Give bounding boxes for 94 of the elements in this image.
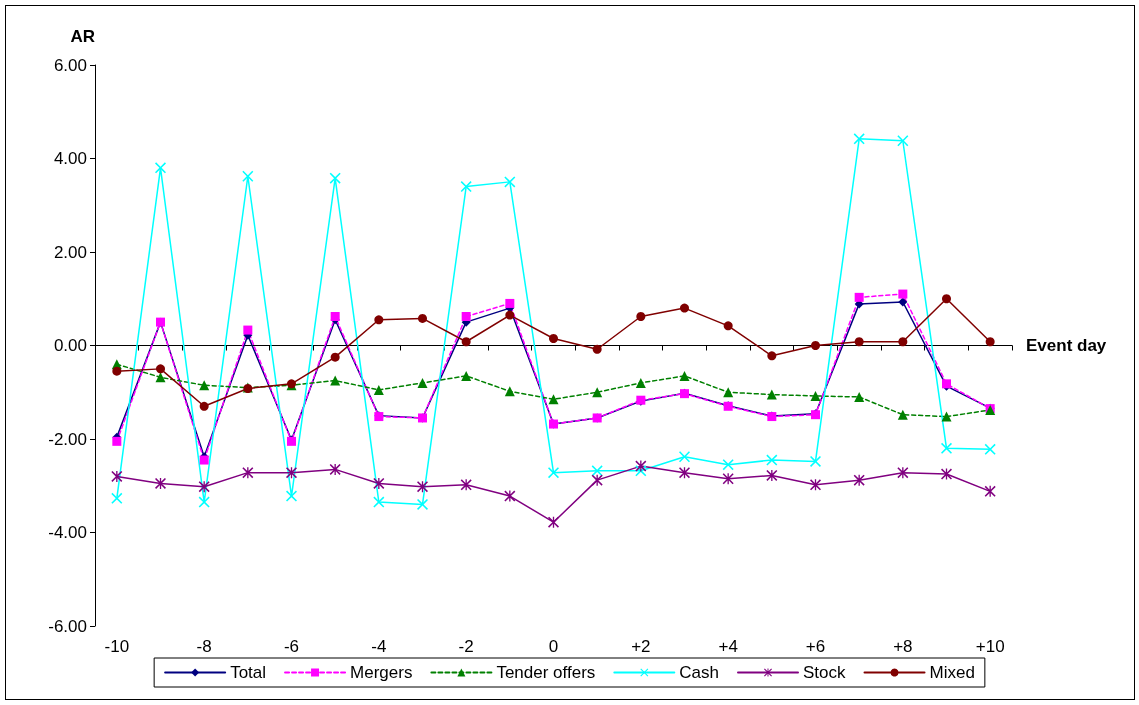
legend-label: Stock (803, 663, 847, 682)
point (198, 496, 210, 508)
point (591, 474, 603, 486)
point (854, 391, 865, 402)
point (199, 401, 209, 411)
x-tick-label: -10 (104, 637, 130, 656)
point (898, 297, 908, 307)
point (548, 394, 559, 405)
point (592, 387, 603, 398)
point (985, 337, 995, 347)
point (111, 492, 123, 504)
point (330, 352, 340, 362)
point (330, 375, 341, 386)
point (680, 303, 689, 313)
point (942, 294, 951, 304)
legend-label: Total (230, 663, 267, 682)
y-tick-label: -6.00 (48, 616, 87, 636)
legend-label: Cash (679, 663, 719, 682)
point (853, 474, 865, 486)
point (767, 351, 777, 361)
point (897, 409, 908, 420)
x-tick-label: +10 (975, 637, 1005, 656)
point (374, 315, 384, 325)
point (898, 289, 908, 299)
point (679, 370, 690, 381)
point (155, 477, 166, 489)
x-tick-label: -2 (458, 637, 474, 656)
point (505, 310, 515, 320)
legend-label: Tender offers (496, 663, 596, 682)
point (766, 389, 777, 400)
point (941, 442, 952, 454)
point (373, 384, 384, 395)
x-tick-label: +8 (893, 637, 913, 656)
point (329, 172, 341, 184)
point (941, 411, 952, 422)
point (854, 292, 864, 302)
point (548, 467, 559, 479)
point (199, 380, 210, 391)
y-tick-label: 0.00 (53, 336, 87, 355)
y-tick-label: 6.00 (53, 55, 87, 75)
legend-label: Mixed (929, 663, 975, 682)
point (766, 454, 778, 466)
x-tick-label: -8 (196, 637, 212, 656)
legend-label: Mergers (350, 663, 413, 682)
point (723, 321, 733, 331)
point (984, 443, 996, 455)
point (549, 333, 558, 343)
point (635, 377, 646, 388)
point (155, 372, 166, 383)
point (810, 390, 821, 401)
point (417, 377, 428, 388)
x-tick-label: +6 (805, 637, 826, 656)
point (505, 298, 515, 308)
x-tick-label: 0 (548, 637, 559, 656)
x-tick-label: +2 (631, 637, 651, 656)
point (155, 162, 166, 174)
point (461, 337, 471, 347)
point (592, 344, 602, 354)
x-tick-label: -6 (283, 637, 300, 656)
point (242, 170, 254, 182)
x-tick-label: +4 (718, 637, 738, 656)
point (461, 370, 472, 381)
x-tick-label: -4 (371, 637, 387, 656)
point (243, 325, 253, 335)
point (723, 387, 734, 398)
point (460, 479, 472, 491)
point (636, 312, 646, 322)
point (504, 176, 516, 188)
point (854, 337, 864, 347)
point (417, 498, 428, 510)
point (504, 386, 515, 397)
point (373, 496, 385, 508)
point (897, 135, 909, 147)
point (898, 337, 908, 347)
point (853, 133, 865, 145)
point (810, 455, 821, 467)
point (286, 490, 297, 502)
y-tick-label: 4.00 (53, 149, 87, 168)
point (461, 312, 471, 322)
point (112, 366, 122, 376)
point (156, 364, 165, 374)
point (635, 460, 647, 472)
point (722, 459, 734, 471)
point (460, 181, 472, 193)
y-tick-label: -2.00 (48, 429, 87, 449)
point (418, 313, 427, 323)
point (112, 436, 122, 446)
point (811, 341, 820, 350)
x-axis-title: Event day (1026, 336, 1107, 355)
point (679, 451, 690, 463)
y-tick-label: -4.00 (48, 523, 87, 542)
point (591, 465, 603, 477)
y-axis-title: AR (70, 27, 95, 46)
y-tick-label: 2.00 (53, 242, 87, 262)
